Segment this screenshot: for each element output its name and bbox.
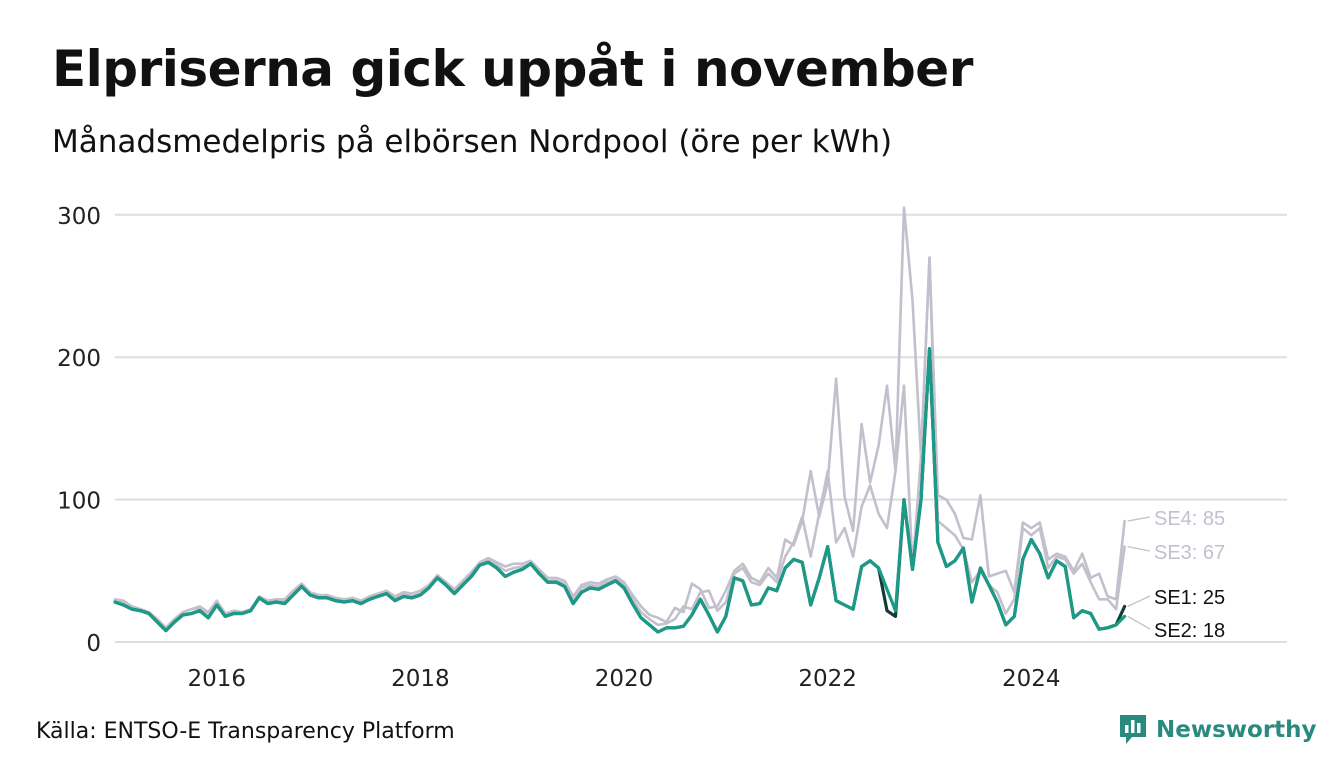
y-tick-label: 100 xyxy=(57,489,101,515)
bar-chart-logo-icon xyxy=(1120,715,1146,744)
series-end-label-se2: SE2: 18 xyxy=(1154,620,1225,642)
y-tick-label: 200 xyxy=(57,346,101,372)
x-tick-label: 2020 xyxy=(595,666,654,692)
label-leader-line xyxy=(1127,615,1151,630)
series-line-se3 xyxy=(113,256,1126,630)
series-end-label-se1: SE1: 25 xyxy=(1154,587,1225,609)
y-tick-label: 300 xyxy=(57,204,101,230)
x-tick-label: 2024 xyxy=(1002,666,1061,692)
x-axis-ticks: 2016 2018 2020 2022 2024 xyxy=(188,666,1061,692)
series-end-label-se3: SE3: 67 xyxy=(1154,542,1225,564)
x-tick-label: 2016 xyxy=(188,666,247,692)
chart-subtitle: Månadsmedelpris på elbörsen Nordpool (ör… xyxy=(52,124,893,160)
label-leader-line xyxy=(1127,595,1151,607)
y-axis-ticks: 0 100 200 300 xyxy=(57,204,101,657)
series-line-se4 xyxy=(113,206,1126,630)
grid-lines xyxy=(115,213,1287,643)
brand-name: Newsworthy xyxy=(1156,717,1317,743)
y-tick-label: 0 xyxy=(86,631,101,657)
x-tick-label: 2018 xyxy=(391,666,450,692)
series-line-se2 xyxy=(113,347,1127,634)
label-leader-line xyxy=(1127,545,1151,552)
series-lines xyxy=(113,206,1127,634)
x-tick-label: 2022 xyxy=(798,666,857,692)
source-note: Källa: ENTSO-E Transparency Platform xyxy=(36,719,455,744)
series-line-se1 xyxy=(113,347,1127,634)
label-leader-line xyxy=(1127,516,1151,522)
newsworthy-logo: Newsworthy xyxy=(1118,713,1317,747)
chart-title: Elpriserna gick uppåt i november xyxy=(52,40,973,98)
series-end-label-se4: SE4: 85 xyxy=(1154,508,1225,530)
series-end-labels: SE1: 25 SE2: 18 SE3: 67 SE4: 85 xyxy=(1127,508,1225,642)
